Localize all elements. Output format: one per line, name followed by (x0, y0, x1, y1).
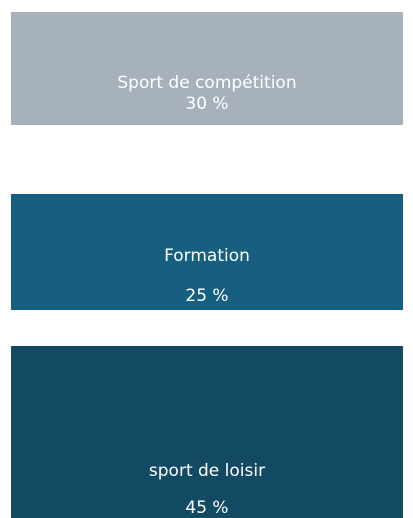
segment-box: sport de loisir 45 % (11, 346, 403, 518)
segment-label: Formation (164, 246, 250, 266)
segment-value: 25 % (185, 286, 229, 306)
segment-value: 45 % (185, 498, 229, 518)
segment-box: Sport de compétition 30 % (11, 12, 403, 125)
segment-value: 30 % (185, 94, 229, 114)
segment-label: Sport de compétition (117, 73, 297, 93)
segment-label: sport de loisir (148, 461, 266, 481)
segment-box: Formation 25 % (11, 194, 403, 310)
